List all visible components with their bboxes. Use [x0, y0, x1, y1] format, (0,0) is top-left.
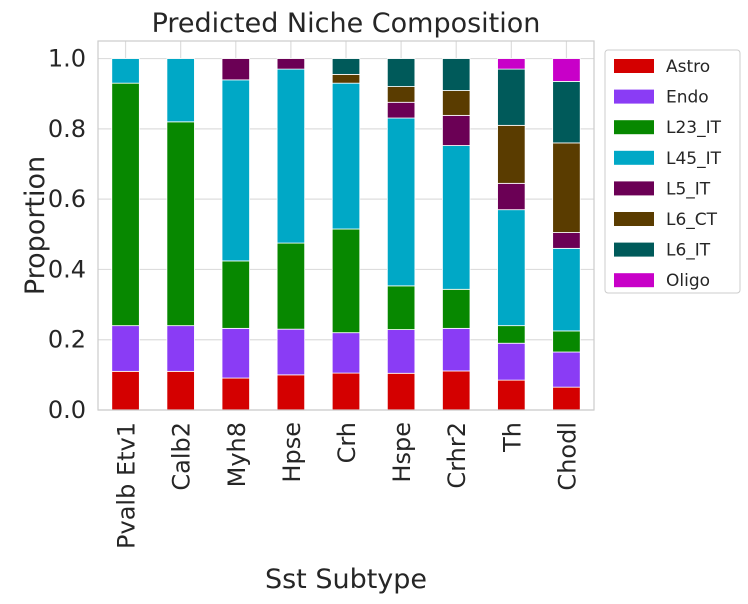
- bar-segment-l23-it: [221, 260, 250, 329]
- bar-segment-l23-it: [497, 325, 526, 344]
- bar-segment-astro: [166, 370, 195, 411]
- legend-swatch: [614, 273, 654, 288]
- bar-segment-oligo: [497, 58, 526, 70]
- legend-swatch: [614, 59, 654, 73]
- bar-segment-l6-ct: [386, 86, 416, 103]
- bar-segment-l45-it: [276, 68, 306, 244]
- legend-swatch: [614, 150, 654, 165]
- y-tick-label: 0.6: [48, 185, 86, 213]
- bar-segment-l5-it: [552, 232, 581, 249]
- x-tick-label: Hpse: [278, 422, 306, 483]
- y-tick-label: 0.2: [48, 326, 86, 354]
- x-axis-label: Sst Subtype: [265, 564, 427, 595]
- bar-segment-l6-it: [442, 58, 471, 91]
- bar-segment-l45-it: [497, 209, 526, 327]
- bar-segment-endo: [111, 325, 140, 372]
- bar-segment-l23-it: [386, 285, 416, 330]
- y-tick-label: 0.0: [48, 396, 86, 424]
- bar-segment-endo: [166, 325, 195, 372]
- y-tick-label: 0.4: [48, 255, 86, 283]
- chart-title: Predicted Niche Composition: [152, 8, 541, 39]
- bar-segment-astro: [442, 370, 471, 411]
- legend-box: [604, 49, 741, 294]
- bar-segment-l45-it: [111, 58, 140, 84]
- x-tick-label: Calb2: [168, 422, 196, 491]
- bar-segment-l23-it: [442, 288, 471, 329]
- plot-frame: [97, 40, 595, 411]
- legend-label: L45_IT: [666, 149, 722, 169]
- legend-swatch: [614, 120, 654, 135]
- bar-segment-astro: [111, 370, 140, 411]
- x-tick-label: Crhr2: [443, 422, 471, 489]
- legend-swatch: [614, 242, 654, 257]
- bar-segment-endo: [552, 351, 581, 388]
- bar-segment-l5-it: [497, 182, 526, 211]
- legend-swatch: [614, 89, 654, 104]
- bar-segment-astro: [221, 377, 250, 411]
- legend-label: L6_IT: [666, 241, 711, 261]
- bar-segment-l5-it: [386, 101, 416, 119]
- bar-segment-l45-it: [221, 79, 250, 262]
- legend-items: Astro Endo L23_IT L45_IT L5_IT L6_CT L6_IT Olig…: [614, 57, 722, 291]
- bar-segment-l45-it: [552, 247, 581, 332]
- legend-label: L6_CT: [666, 210, 718, 230]
- bar-segment-oligo: [552, 58, 581, 82]
- bar-segment-endo: [331, 332, 361, 374]
- legend-swatch: [614, 181, 654, 196]
- bar-segment-l6-ct: [552, 142, 581, 233]
- bar-segment-endo: [386, 329, 416, 374]
- bar-segment-endo: [442, 327, 471, 372]
- bar-segment-endo: [221, 327, 250, 379]
- bar-segment-l6-ct: [442, 90, 471, 116]
- x-tick-label: Chodl: [553, 422, 581, 491]
- bar-segment-endo: [276, 328, 306, 376]
- x-ticks: Pvalb Etv1 Calb2 Myh8 Hpse Crh Hspe Crhr2 Th Cho…: [113, 422, 582, 549]
- legend: Astro Endo L23_IT L45_IT L5_IT L6_CT L6_IT Olig…: [604, 49, 741, 294]
- legend-label: Oligo: [666, 271, 710, 291]
- y-tick-label: 0.8: [48, 115, 86, 143]
- bar-segment-l45-it: [166, 58, 195, 123]
- y-ticks: 0.0 0.2 0.4 0.6 0.8 1.0: [48, 45, 86, 424]
- bar-segment-l5-it: [276, 58, 306, 70]
- bar-segment-l45-it: [386, 117, 416, 287]
- bar-segment-l23-it: [331, 228, 361, 334]
- bar-segment-l23-it: [276, 242, 306, 330]
- legend-swatch: [614, 212, 654, 226]
- bar-segment-l45-it: [442, 145, 471, 290]
- bar-segment-l6-it: [331, 58, 361, 75]
- bar-segment-l6-it: [386, 58, 416, 87]
- x-tick-label: Hspe: [388, 422, 416, 483]
- y-axis-label: Proportion: [20, 156, 51, 295]
- legend-label: Astro: [666, 57, 710, 77]
- bar-segment-astro: [497, 379, 526, 411]
- x-tick-label: Myh8: [223, 422, 251, 487]
- bar-segment-astro: [386, 372, 416, 411]
- bar-segment-astro: [331, 372, 361, 411]
- bar-segment-l6-ct: [331, 73, 361, 84]
- bar-segment-l6-it: [497, 68, 526, 126]
- bar-segment-astro: [276, 374, 306, 411]
- bar-segment-l23-it: [552, 330, 581, 353]
- bar-segment-astro: [552, 386, 581, 411]
- bar-segment-l5-it: [221, 58, 250, 81]
- bar-segment-l6-ct: [497, 124, 526, 184]
- y-tick-label: 1.0: [48, 45, 86, 73]
- x-tick-label: Crh: [333, 422, 361, 463]
- bars-layer: [111, 58, 581, 411]
- bar-segment-endo: [497, 342, 526, 381]
- bar-segment-l23-it: [111, 82, 140, 327]
- x-tick-label: Th: [498, 422, 526, 453]
- x-tick-label: Pvalb Etv1: [113, 422, 141, 549]
- bar-segment-l6-it: [552, 81, 581, 144]
- legend-label: Endo: [666, 88, 709, 108]
- bar-segment-l45-it: [331, 82, 361, 230]
- bar-segment-l23-it: [166, 121, 195, 327]
- legend-label: L5_IT: [666, 179, 711, 199]
- legend-label: L23_IT: [666, 118, 722, 138]
- bar-segment-l5-it: [442, 114, 471, 146]
